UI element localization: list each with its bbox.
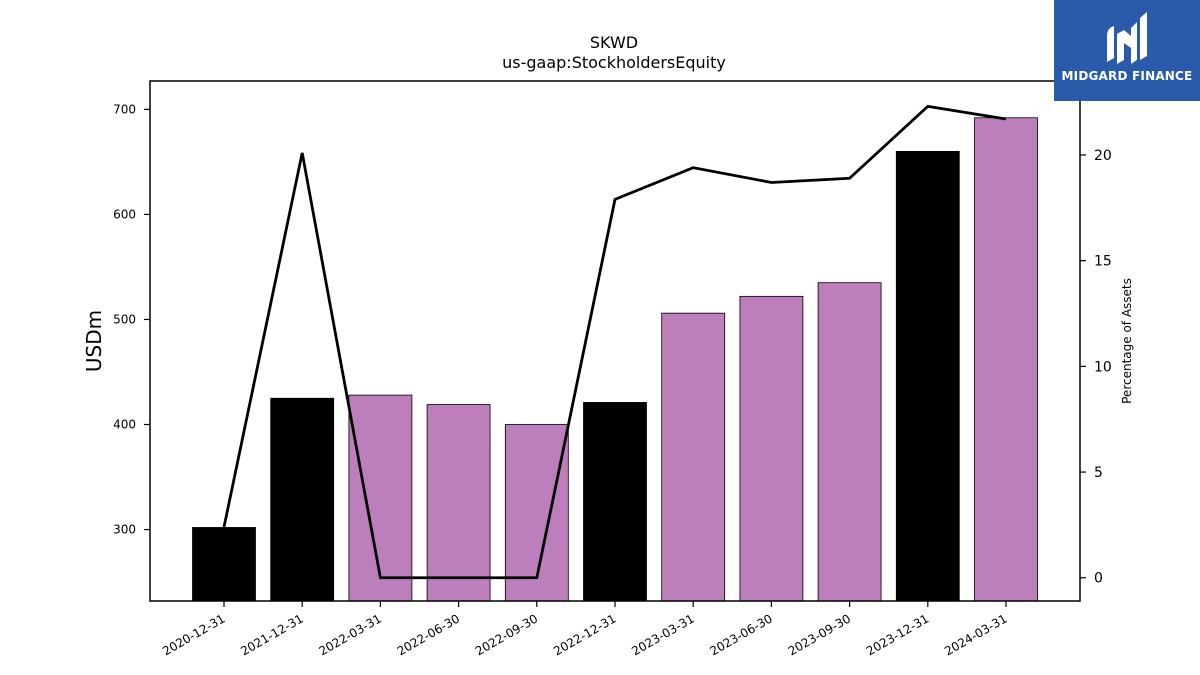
y2-axis-label: Percentage of Assets (1120, 278, 1134, 404)
x-tick-label: 2023-12-31 (864, 611, 931, 658)
y-tick-label: 500 (113, 312, 136, 326)
y2-tick-label: 10 (1094, 359, 1112, 375)
x-tick-label: 2022-03-31 (316, 611, 383, 658)
bar-2022-12-31 (583, 402, 647, 602)
logo-text: MIDGARD FINANCE (1061, 69, 1193, 83)
percentage-line-series (222, 104, 1007, 580)
chart-title: SKWD (590, 33, 638, 52)
y2-tick-label: 0 (1094, 571, 1103, 587)
x-tick-label: 2023-06-30 (707, 611, 774, 658)
x-axis-ticks: 2020-12-31 2021-12-31 2022-03-31 2022-06-30… (160, 601, 1010, 658)
x-tick-label: 2022-12-31 (551, 611, 618, 658)
bar-2022-03-31 (348, 394, 413, 602)
x-tick-label: 2022-06-30 (395, 611, 462, 658)
bar-2023-12-31 (895, 150, 960, 602)
y2-tick-label: 5 (1094, 465, 1103, 481)
x-tick-label: 2023-09-30 (786, 611, 853, 658)
left-axis-ticks: 300 400 500 600 700 (113, 102, 150, 537)
y2-tick-label: 20 (1094, 148, 1112, 164)
y-tick-label: 600 (113, 207, 136, 221)
midgard-finance-logo: MIDGARD FINANCE (1054, 0, 1200, 101)
right-axis-ticks: 0 5 10 15 20 (1080, 148, 1112, 587)
y2-tick-label: 15 (1094, 254, 1112, 270)
x-tick-label: 2020-12-31 (160, 611, 227, 658)
y-tick-label: 700 (113, 102, 136, 116)
x-tick-label: 2023-03-31 (629, 611, 696, 658)
bar-2022-06-30 (426, 404, 491, 602)
bar-series (192, 117, 1038, 602)
bar-2021-12-31 (270, 397, 335, 602)
bar-2024-03-31 (974, 117, 1038, 602)
y-tick-label: 300 (113, 523, 136, 537)
chart-subtitle: us-gaap:StockholdersEquity (502, 53, 726, 72)
bar-2023-03-31 (661, 312, 726, 602)
y-axis-label: USDm (82, 310, 106, 372)
percentage-of-assets-line (222, 104, 1007, 580)
x-tick-label: 2024-03-31 (942, 611, 1009, 658)
bar-2023-06-30 (739, 295, 804, 602)
y-tick-label: 400 (113, 418, 136, 432)
bar-2020-12-31 (192, 527, 256, 602)
midgard-logo-icon (1107, 12, 1147, 64)
bar-2023-09-30 (817, 282, 882, 602)
x-tick-label: 2021-12-31 (238, 611, 305, 658)
x-tick-label: 2022-09-30 (473, 611, 540, 658)
